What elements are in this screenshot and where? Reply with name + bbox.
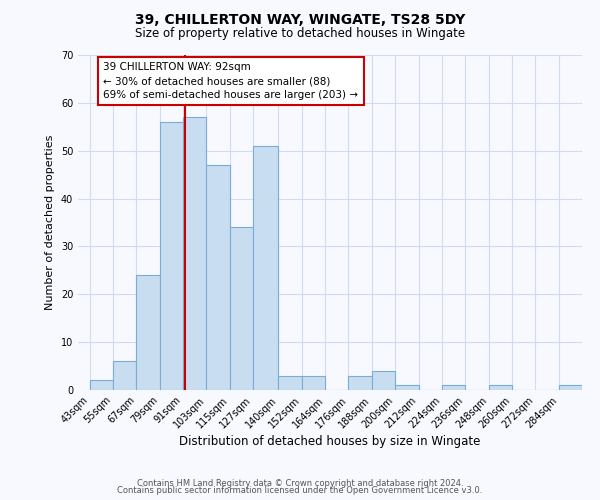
Bar [442,385,465,390]
Text: Contains public sector information licensed under the Open Government Licence v3: Contains public sector information licen… [118,486,482,495]
Bar [349,376,372,390]
Bar [395,385,419,390]
X-axis label: Distribution of detached houses by size in Wingate: Distribution of detached houses by size … [179,436,481,448]
Text: Size of property relative to detached houses in Wingate: Size of property relative to detached ho… [135,28,465,40]
Bar [559,385,582,390]
Y-axis label: Number of detached properties: Number of detached properties [45,135,55,310]
Bar [372,371,395,390]
Bar [488,385,512,390]
Bar [206,165,230,390]
Bar [160,122,183,390]
Bar [113,362,136,390]
Bar [136,275,160,390]
Bar [89,380,113,390]
Bar [302,376,325,390]
Bar [278,376,302,390]
Text: 39 CHILLERTON WAY: 92sqm
← 30% of detached houses are smaller (88)
69% of semi-d: 39 CHILLERTON WAY: 92sqm ← 30% of detach… [103,62,358,100]
Bar [230,228,253,390]
Text: 39, CHILLERTON WAY, WINGATE, TS28 5DY: 39, CHILLERTON WAY, WINGATE, TS28 5DY [135,12,465,26]
Bar [183,117,206,390]
Bar [253,146,278,390]
Text: Contains HM Land Registry data © Crown copyright and database right 2024.: Contains HM Land Registry data © Crown c… [137,478,463,488]
